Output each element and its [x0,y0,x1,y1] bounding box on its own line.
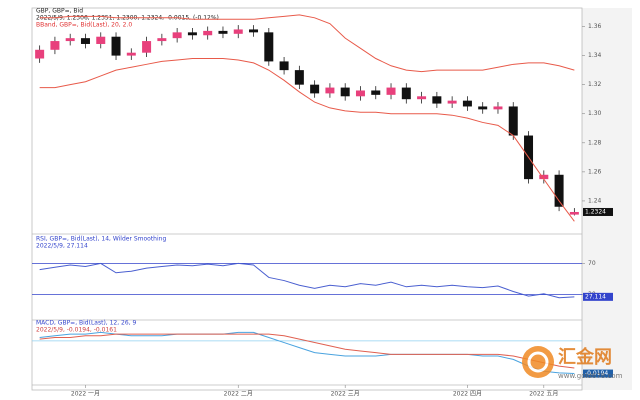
x-tick-label: 2022 一月 [71,391,100,398]
candle-body [35,49,45,59]
candle-body [325,87,335,94]
x-tick-label: 2022 五月 [529,391,558,398]
candle-body [218,30,228,34]
legend-text: BBand, GBP=, Bid(Last), 20, 2.0 [36,22,132,29]
y-tick-label: 1.30 [588,110,602,117]
series-line [39,331,575,375]
legend-text: MACD, GBP=, Bid(Last), 12, 26, 9 [36,320,137,327]
candle-body [371,90,381,95]
candle-body [249,29,259,33]
candle-body [554,174,564,207]
legend-text: RSI, GBP=, Bid(Last), 14, Wilder Smoothi… [36,236,166,243]
y-tick-label: 1.24 [588,197,602,204]
series-line [39,58,575,222]
y-tick-label: 1.36 [588,23,602,30]
candle-body [142,41,152,53]
candle-body [172,32,182,39]
watermark-logo [522,346,554,378]
candle-body [539,174,549,180]
watermark-logo-ring [527,351,549,373]
price-tag [583,207,613,216]
x-tick-label: 2022 四月 [453,391,482,398]
candle-body [493,106,503,110]
candle-body [462,100,472,107]
candle-body [569,211,579,215]
candle-body [80,38,90,44]
candle-body [50,41,60,50]
legend-text: GBP, GBP=, Bid [36,8,83,15]
x-tick-label: 2022 二月 [224,391,253,398]
candle-body [340,87,350,97]
candle-body [417,96,427,100]
y-tick-label: 1.32 [588,81,602,88]
y-tick-label: 70 [588,260,596,267]
price-tag [583,369,613,378]
candle-body [401,87,411,100]
price-tag [583,292,613,301]
candle-body [310,84,320,94]
plot-frame [31,7,583,391]
candle-body [187,32,197,36]
y-tick-label: 1.26 [588,168,602,175]
price-tag-label: -0.0194 [585,370,608,377]
candle-body [294,70,304,85]
candle-body [65,38,75,42]
watermark: 汇金网 www.gold678.com [522,346,623,380]
candle-body [111,36,121,56]
legend-text: 2022/5/9, -0.0194, -0.0161 [36,327,117,334]
candle-body [355,90,365,97]
candle-body [279,61,289,71]
series-line [39,14,575,73]
x-tick-label: 2022 三月 [331,391,360,398]
watermark-url: www.gold678.com [558,372,623,380]
right-axis-area [582,8,632,390]
candle-body [96,36,106,44]
candle-body [478,106,488,110]
candle-body [233,29,243,34]
candle-body [432,96,442,104]
watermark-text: 汇金网 [558,346,612,368]
candle-body [126,52,136,56]
candle-body [264,32,274,62]
candle-body [203,30,213,36]
candle-body [447,100,457,104]
series-line [39,333,575,369]
candle-body [508,106,518,136]
y-tick-label: 1.28 [588,139,602,146]
legend-text: 2022/5/9, 27.114 [36,243,88,250]
candle-body [386,87,396,95]
candle-body [157,38,167,42]
series-line [39,262,575,299]
price-tag-label: 27.114 [585,293,606,300]
y-tick-label: 1.34 [588,52,602,59]
price-tag-label: 1.2324 [585,208,606,215]
